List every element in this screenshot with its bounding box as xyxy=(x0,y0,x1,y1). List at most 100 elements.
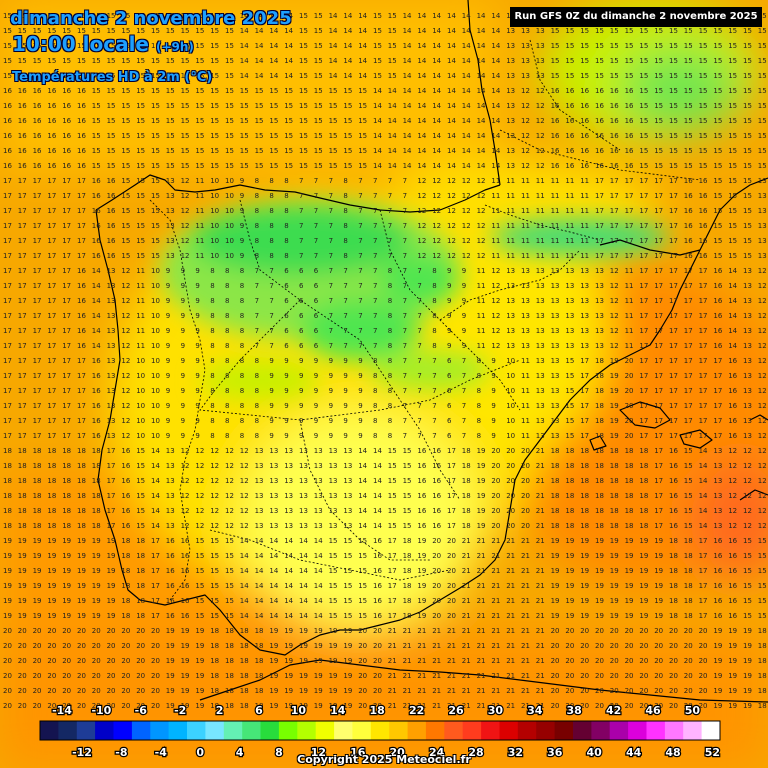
grid-value: 13 xyxy=(506,132,515,140)
grid-value: 12 xyxy=(225,507,234,515)
grid-value: 16 xyxy=(595,132,604,140)
grid-value: 15 xyxy=(136,117,145,125)
grid-value: 18 xyxy=(684,612,693,620)
grid-value: 13 xyxy=(506,312,515,320)
grid-value: 7 xyxy=(373,342,377,350)
grid-value: 19 xyxy=(18,612,27,620)
grid-value: 17 xyxy=(47,342,56,350)
grid-value: 15 xyxy=(121,72,130,80)
grid-value: 19 xyxy=(181,702,190,710)
grid-value: 20 xyxy=(47,657,56,665)
grid-value: 19 xyxy=(343,702,352,710)
grid-value: 9 xyxy=(181,312,185,320)
grid-value: 14 xyxy=(269,597,278,605)
grid-value: 9 xyxy=(195,417,199,425)
grid-value: 19 xyxy=(551,567,560,575)
grid-value: 19 xyxy=(639,582,648,590)
grid-value: 9 xyxy=(195,342,199,350)
grid-value: 8 xyxy=(343,222,347,230)
grid-value: 20 xyxy=(610,672,619,680)
grid-value: 13 xyxy=(595,312,604,320)
grid-value: 12 xyxy=(210,462,219,470)
grid-value: 7 xyxy=(417,417,421,425)
grid-value: 14 xyxy=(358,522,367,530)
grid-value: 14 xyxy=(240,12,249,20)
grid-value: 13 xyxy=(269,477,278,485)
grid-value: 21 xyxy=(447,687,456,695)
grid-value: 17 xyxy=(654,312,663,320)
grid-value: 15 xyxy=(684,162,693,170)
grid-value: 21 xyxy=(536,507,545,515)
grid-value: 14 xyxy=(329,72,338,80)
grid-value: 15 xyxy=(610,42,619,50)
grid-value: 14 xyxy=(151,507,160,515)
legend-swatch xyxy=(573,721,592,740)
grid-value: 13 xyxy=(255,447,264,455)
grid-value: 10 xyxy=(151,387,160,395)
grid-value: 16 xyxy=(107,222,116,230)
grid-value: 8 xyxy=(240,342,244,350)
grid-value: 14 xyxy=(92,312,101,320)
grid-value: 8 xyxy=(373,432,377,440)
grid-value: 20 xyxy=(136,672,145,680)
grid-value: 20 xyxy=(595,657,604,665)
grid-value: 9 xyxy=(491,402,495,410)
grid-value: 15 xyxy=(684,57,693,65)
grid-value: 15 xyxy=(639,42,648,50)
legend-swatch xyxy=(76,721,96,740)
coastlines xyxy=(95,0,768,703)
grid-value: 15 xyxy=(684,507,693,515)
grid-value: 9 xyxy=(166,387,170,395)
grid-value: 16 xyxy=(181,567,190,575)
grid-value: 17 xyxy=(62,327,71,335)
grid-value: 10 xyxy=(151,432,160,440)
grid-value: 19 xyxy=(299,627,308,635)
grid-value: 20 xyxy=(121,672,130,680)
grid-value: 21 xyxy=(536,672,545,680)
legend-swatch xyxy=(628,721,647,740)
grid-value: 14 xyxy=(255,42,264,50)
grid-value: 14 xyxy=(728,282,737,290)
grid-value: 17 xyxy=(3,282,12,290)
grid-value: 13 xyxy=(166,462,175,470)
grid-value: 19 xyxy=(595,567,604,575)
grid-value: 8 xyxy=(255,387,259,395)
grid-value: 11 xyxy=(625,267,634,275)
grid-value: 20 xyxy=(521,477,530,485)
grid-value: 15 xyxy=(713,87,722,95)
grid-value: 9 xyxy=(181,387,185,395)
grid-value: 19 xyxy=(551,552,560,560)
grid-value: 20 xyxy=(77,672,86,680)
grid-value: 13 xyxy=(758,252,767,260)
grid-value: 21 xyxy=(536,642,545,650)
grid-value: 17 xyxy=(639,327,648,335)
grid-value: 20 xyxy=(33,702,42,710)
grid-value: 15 xyxy=(758,162,767,170)
grid-value: 9 xyxy=(181,357,185,365)
grid-value: 15 xyxy=(713,207,722,215)
grid-value: 14 xyxy=(388,147,397,155)
grid-value: 14 xyxy=(92,342,101,350)
grid-value: 15 xyxy=(565,387,574,395)
grid-value: 14 xyxy=(269,582,278,590)
grid-value: 14 xyxy=(314,612,323,620)
grid-value: 16 xyxy=(92,237,101,245)
grid-value: 19 xyxy=(3,612,12,620)
grid-value: 15 xyxy=(269,162,278,170)
grid-value: 21 xyxy=(521,702,530,710)
grid-value: 15 xyxy=(210,27,219,35)
grid-value: 16 xyxy=(580,87,589,95)
grid-value: 13 xyxy=(107,432,116,440)
grid-value: 8 xyxy=(240,402,244,410)
grid-value: 17 xyxy=(33,342,42,350)
grid-value: 16 xyxy=(18,102,27,110)
grid-value: 15 xyxy=(18,27,27,35)
legend-swatch xyxy=(499,721,519,740)
grid-value: 18 xyxy=(3,522,12,530)
legend-swatch xyxy=(58,721,78,740)
grid-value: 17 xyxy=(580,432,589,440)
grid-value: 20 xyxy=(3,702,12,710)
grid-value: 13 xyxy=(284,477,293,485)
grid-value: 19 xyxy=(743,672,752,680)
grid-value: 15 xyxy=(358,597,367,605)
